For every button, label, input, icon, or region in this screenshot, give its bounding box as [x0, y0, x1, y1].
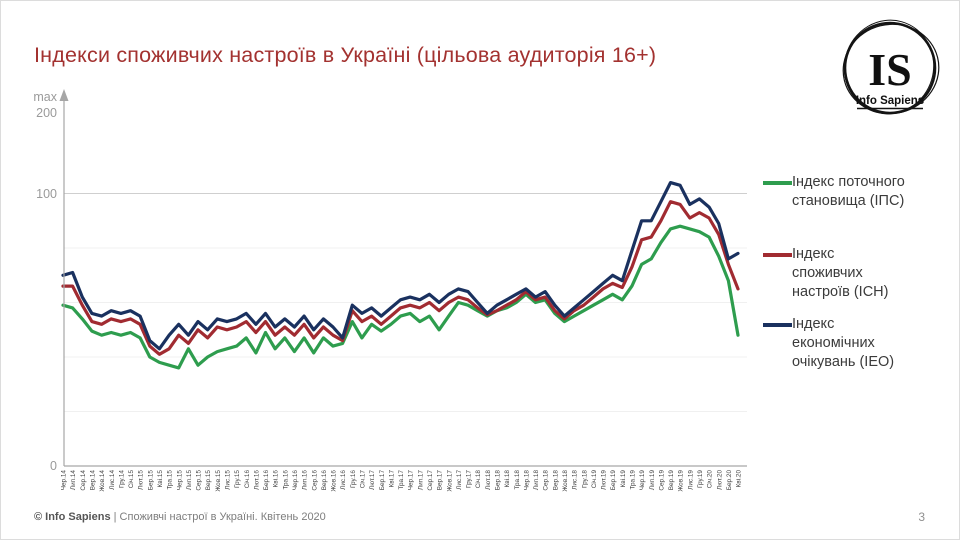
x-tick-label: Кві.17 [387, 470, 395, 488]
x-tick-label: Сер.14 [80, 470, 87, 491]
footer-separator: | [110, 511, 120, 523]
logo-name: Info Sapiens [856, 95, 924, 107]
x-tick-label: Вер.17 [437, 470, 444, 491]
x-tick-label: Вер.16 [321, 470, 328, 491]
footer: © Info Sapiens | Споживчі настрої в Укра… [34, 511, 326, 523]
y-axis-200-label: 200 [36, 106, 57, 120]
legend-swatch-ieo [763, 323, 792, 327]
x-tick-label: Гру.15 [234, 470, 241, 488]
x-tick-label: Вер.18 [552, 470, 559, 491]
x-tick-label: Лис.18 [572, 470, 579, 490]
x-tick-label: Лип.19 [649, 470, 656, 491]
x-tick-label: Лют.19 [601, 470, 608, 490]
legend-label-ich: Індекс споживчих настроїв (ІСН) [792, 246, 889, 301]
x-tick-label: Сер.15 [196, 470, 203, 491]
legend-label-ipc: Індекс поточного становища (ІПС) [792, 174, 905, 210]
x-tick-label: Лип.18 [533, 470, 540, 491]
x-tick-label: Січ.17 [359, 470, 367, 489]
x-tick-label: Чер.19 [639, 470, 646, 491]
x-tick-label: Лют.15 [138, 470, 145, 490]
x-tick-label: Лип.14 [70, 470, 77, 491]
x-tick-label: Жов.15 [215, 470, 222, 492]
x-tick-label: Гру.18 [581, 470, 588, 488]
x-tick-label: Січ.15 [127, 470, 135, 489]
x-tick-label: Лют.16 [253, 470, 260, 490]
x-tick-label: Гру.17 [466, 470, 473, 488]
x-tick-label: Бер.20 [726, 470, 733, 491]
x-tick-label: Тра.18 [514, 470, 521, 490]
x-tick-label: Січ.19 [590, 470, 598, 489]
legend-item-ipc: Індекс поточного становища (ІПС) [763, 173, 905, 211]
x-tick-label: Тра.19 [630, 470, 637, 490]
x-tick-label: Сер.16 [311, 470, 318, 491]
footer-text: Споживчі настрої в Україні. Квітень 2020 [119, 511, 326, 523]
x-tick-label: Кві.15 [156, 470, 164, 488]
x-tick-label: Кві.18 [503, 470, 511, 488]
x-tick-label: Лис.15 [225, 470, 232, 490]
page-title: Індекси споживчих настроїв в Україні (ці… [34, 43, 657, 67]
x-tick-label: Лют.20 [716, 470, 723, 490]
series-line [61, 181, 740, 351]
x-tick-label: Сер.17 [427, 470, 434, 491]
x-tick-label: Сер.19 [658, 470, 665, 491]
legend-label-ieo: Індекс економічних очікувань (ІЕО) [792, 316, 895, 371]
x-tick-label: Тра.17 [398, 470, 405, 490]
legend-item-ich: Індекс споживчих настроїв (ІСН) [763, 245, 888, 302]
x-tick-label: Кві.19 [619, 470, 627, 488]
x-tick-label: Кві.20 [735, 470, 743, 488]
x-tick-label: Вер.14 [90, 470, 97, 491]
legend-item-ieo: Індекс економічних очікувань (ІЕО) [763, 315, 894, 372]
x-tick-label: Січ.20 [706, 470, 714, 489]
x-tick-label: Лют.17 [369, 470, 376, 490]
x-tick-label: Кві.16 [272, 470, 280, 488]
x-tick-label: Бер.18 [495, 470, 502, 491]
x-tick-label: Чер.18 [523, 470, 530, 491]
x-tick-label: Лип.17 [417, 470, 424, 491]
x-tick-label: Вер.19 [668, 470, 675, 491]
x-tick-label: Бер.17 [379, 470, 386, 491]
x-tick-label: Тра.15 [167, 470, 174, 490]
x-tick-label: Чер.15 [176, 470, 183, 491]
x-tick-label: Жов.18 [562, 470, 569, 492]
x-tick-label: Сер.18 [543, 470, 550, 491]
x-tick-label: Чер.16 [292, 470, 299, 491]
series-line [61, 224, 740, 370]
x-tick-label: Січ.18 [474, 470, 482, 489]
x-tick-label: Бер.15 [147, 470, 154, 491]
y-axis-max-label: max [33, 90, 57, 104]
x-tick-label: Чер.14 [61, 470, 68, 491]
info-sapiens-logo: IS Info Sapiens [834, 13, 946, 125]
x-tick-label: Січ.16 [243, 470, 251, 489]
x-tick-label: Бер.19 [610, 470, 617, 491]
x-tick-label: Лют.18 [485, 470, 492, 490]
x-tick-label: Жов.19 [678, 470, 685, 492]
x-tick-label: Вер.15 [205, 470, 212, 491]
x-tick-label: Жов.14 [99, 470, 106, 492]
x-tick-label: Жов.16 [331, 470, 338, 492]
logo-rings-icon: IS Info Sapiens [842, 19, 940, 115]
x-tick-label: Лип.15 [186, 470, 193, 491]
x-tick-label: Гру.14 [118, 470, 125, 488]
page-number: 3 [918, 510, 925, 524]
series-line [61, 200, 740, 356]
logo-monogram: IS [868, 44, 911, 95]
x-tick-label: Лис.17 [456, 470, 463, 490]
x-tick-label: Лис.19 [687, 470, 694, 490]
legend-swatch-ich [763, 253, 792, 257]
x-tick-label: Бер.16 [263, 470, 270, 491]
legend-swatch-ipc [763, 181, 792, 185]
x-tick-label: Лис.14 [109, 470, 116, 490]
y-axis-100-label: 100 [36, 187, 57, 201]
y-axis-0-label: 0 [50, 459, 57, 473]
x-tick-label: Жов.17 [446, 470, 453, 492]
x-tick-label: Гру.19 [697, 470, 704, 488]
footer-brand: © Info Sapiens [34, 511, 111, 523]
x-tick-label: Тра.16 [282, 470, 289, 490]
x-tick-label: Чер.17 [408, 470, 415, 491]
x-tick-label: Гру.16 [350, 470, 357, 488]
x-tick-label: Лип.16 [302, 470, 309, 491]
x-tick-label: Лис.16 [340, 470, 347, 490]
